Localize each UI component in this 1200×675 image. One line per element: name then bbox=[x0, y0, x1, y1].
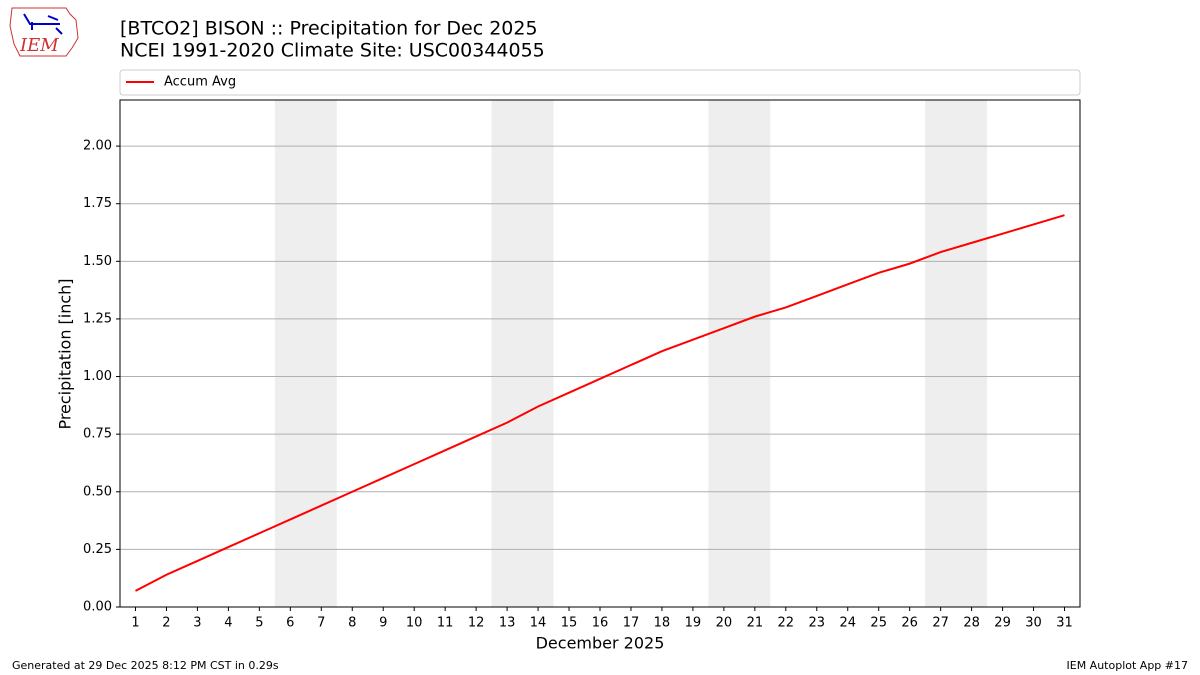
x-tick-label: 14 bbox=[530, 616, 547, 631]
legend-label: Accum Avg bbox=[164, 75, 236, 90]
weekend-shade bbox=[491, 100, 554, 607]
x-tick-label: 11 bbox=[437, 616, 454, 631]
footer-left: Generated at 29 Dec 2025 8:12 PM CST in … bbox=[12, 659, 279, 672]
x-tick-label: 24 bbox=[839, 616, 856, 631]
y-tick-label: 0.75 bbox=[83, 427, 112, 442]
weekend-shade bbox=[708, 100, 771, 607]
y-tick-label: 1.75 bbox=[83, 196, 112, 211]
chart-subtitle: NCEI 1991-2020 Climate Site: USC00344055 bbox=[120, 40, 545, 62]
x-tick-label: 15 bbox=[561, 616, 578, 631]
y-tick-label: 0.50 bbox=[83, 484, 112, 499]
x-tick-label: 7 bbox=[317, 616, 325, 631]
x-tick-label: 29 bbox=[994, 616, 1011, 631]
y-axis-label: Precipitation [inch] bbox=[56, 278, 75, 429]
weekend-shade bbox=[274, 100, 337, 607]
x-tick-label: 16 bbox=[592, 616, 609, 631]
x-tick-label: 26 bbox=[901, 616, 918, 631]
x-tick-label: 17 bbox=[623, 616, 640, 631]
x-tick-label: 5 bbox=[255, 616, 263, 631]
legend-box bbox=[119, 69, 1081, 96]
x-tick-label: 22 bbox=[778, 616, 795, 631]
x-tick-label: 28 bbox=[963, 616, 980, 631]
y-tick-label: 1.25 bbox=[83, 311, 112, 326]
y-tick-label: 1.50 bbox=[83, 254, 112, 269]
x-tick-label: 10 bbox=[406, 616, 423, 631]
x-axis-label: December 2025 bbox=[536, 634, 665, 653]
x-tick-label: 12 bbox=[468, 616, 485, 631]
y-tick-label: 2.00 bbox=[83, 139, 112, 154]
x-tick-label: 31 bbox=[1056, 616, 1073, 631]
series-line bbox=[135, 214, 1065, 592]
x-tick-label: 9 bbox=[379, 616, 387, 631]
x-tick-label: 6 bbox=[286, 616, 294, 631]
x-tick-label: 25 bbox=[870, 616, 887, 631]
y-tick-label: 0.25 bbox=[83, 542, 112, 557]
x-tick-label: 4 bbox=[224, 616, 232, 631]
x-tick-label: 27 bbox=[932, 616, 949, 631]
logo-outline bbox=[9, 7, 79, 57]
weekend-shade bbox=[925, 100, 988, 607]
x-tick-label: 18 bbox=[654, 616, 671, 631]
logo-text: IEM bbox=[19, 35, 59, 56]
x-tick-label: 20 bbox=[716, 616, 733, 631]
x-tick-label: 19 bbox=[685, 616, 702, 631]
x-tick-label: 30 bbox=[1025, 616, 1042, 631]
y-tick-label: 0.00 bbox=[83, 600, 112, 615]
footer-right: IEM Autoplot App #17 bbox=[1067, 659, 1189, 672]
x-tick-label: 21 bbox=[747, 616, 764, 631]
x-tick-label: 13 bbox=[499, 616, 516, 631]
x-tick-label: 1 bbox=[131, 616, 139, 631]
x-tick-label: 2 bbox=[162, 616, 170, 631]
x-tick-label: 3 bbox=[193, 616, 201, 631]
x-tick-label: 8 bbox=[348, 616, 356, 631]
logo: IEM bbox=[9, 7, 79, 57]
y-tick-label: 1.00 bbox=[83, 369, 112, 384]
plot-frame bbox=[119, 99, 1081, 608]
chart-title: [BTCO2] BISON :: Precipitation for Dec 2… bbox=[120, 18, 538, 40]
x-tick-label: 23 bbox=[809, 616, 826, 631]
logo-icon bbox=[23, 13, 63, 35]
